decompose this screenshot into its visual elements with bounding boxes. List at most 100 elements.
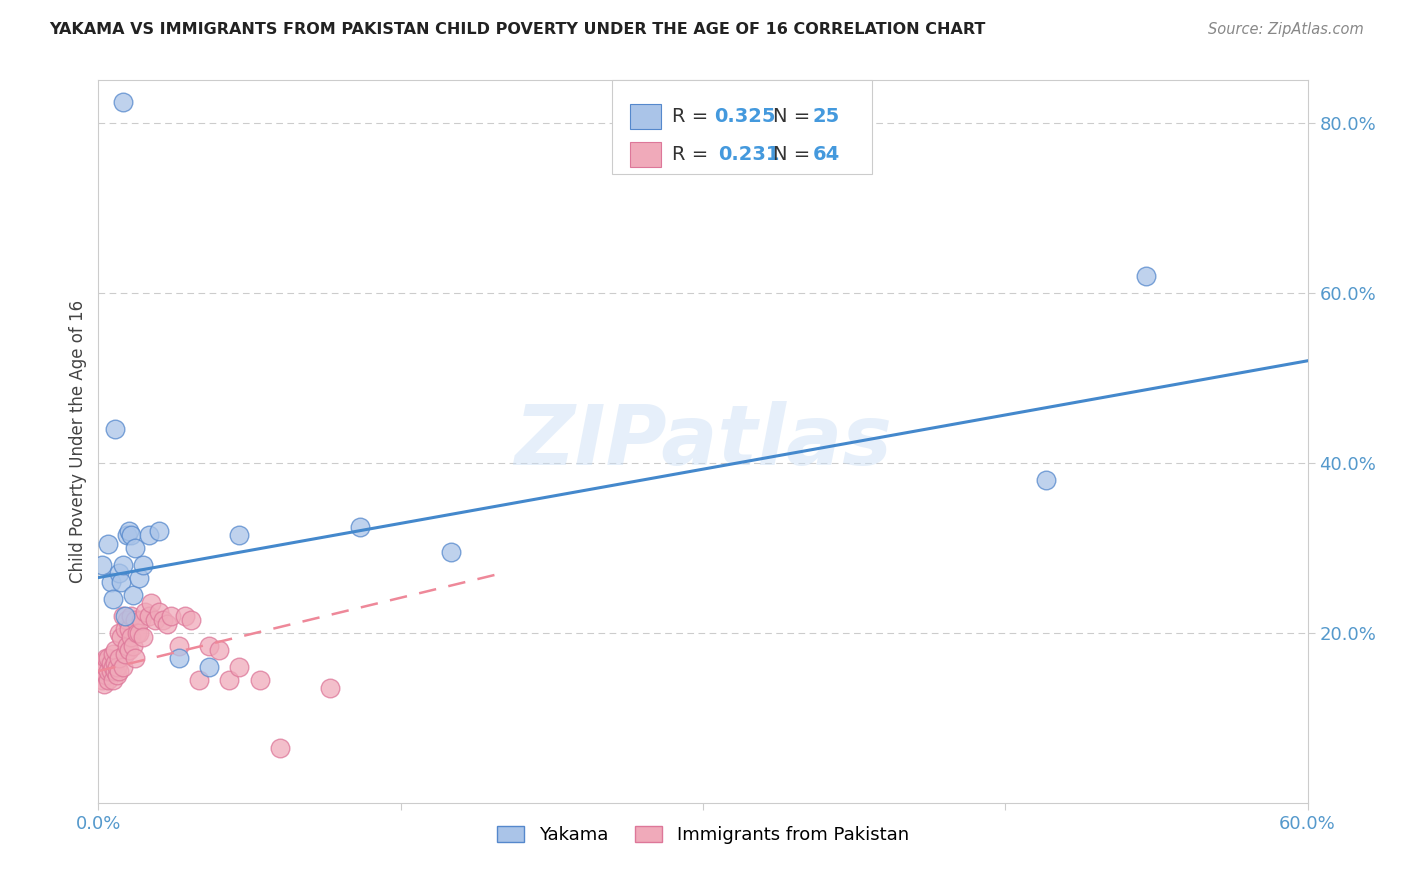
Point [132,630,155,644]
Point [121,639,143,653]
Point [107,651,129,665]
Point [96,651,118,665]
Point [101,647,124,661]
Point [105,660,128,674]
Point [218,673,240,687]
Text: 64: 64 [813,145,839,164]
Point [115,639,138,653]
Point [121,588,143,602]
Point [129,613,152,627]
Point [349,519,371,533]
Point [100,574,122,589]
Point [111,660,134,674]
Point [148,605,170,619]
Point [114,647,136,661]
Point [96,660,118,674]
Point [115,613,138,627]
Point [101,673,124,687]
Point [134,605,156,619]
Point [115,528,138,542]
Point [91,558,114,572]
Text: 25: 25 [813,107,839,127]
Text: ZIPatlas: ZIPatlas [515,401,891,482]
Point [91,664,114,678]
Point [118,642,141,657]
Point [138,608,160,623]
Point [118,622,141,636]
Point [107,566,129,581]
Point [319,681,342,695]
Point [93,677,115,691]
Point [174,608,197,623]
Point [269,740,291,755]
Point [440,545,463,559]
Point [148,524,170,538]
Point [103,664,125,678]
Point [139,596,162,610]
Point [89,664,111,678]
Point [208,642,231,657]
Point [91,673,114,687]
Point [156,617,179,632]
Point [128,570,150,584]
Point [138,528,160,542]
Point [124,613,146,627]
Point [101,591,124,606]
Text: N =: N = [773,145,817,164]
Point [1135,268,1157,283]
Point [160,608,183,623]
Point [110,574,132,589]
Point [198,660,221,674]
Text: 0.231: 0.231 [718,145,780,164]
Point [118,524,141,538]
Point [107,625,129,640]
Text: YAKAMA VS IMMIGRANTS FROM PAKISTAN CHILD POVERTY UNDER THE AGE OF 16 CORRELATION: YAKAMA VS IMMIGRANTS FROM PAKISTAN CHILD… [49,22,986,37]
Legend: Yakama, Immigrants from Pakistan: Yakama, Immigrants from Pakistan [489,819,917,852]
Point [101,660,124,674]
Point [97,664,120,678]
Point [152,613,174,627]
Point [110,630,132,644]
Point [120,528,142,542]
Point [120,630,142,644]
Point [143,613,166,627]
Point [93,656,115,670]
Point [228,660,250,674]
Point [188,673,211,687]
Point [114,622,136,636]
Text: R =: R = [672,145,721,164]
Point [100,664,122,678]
Point [128,625,150,640]
Point [120,608,142,623]
Point [103,642,125,657]
Point [1035,473,1057,487]
Point [111,95,134,109]
Point [97,536,120,550]
Point [97,673,120,687]
Text: R =: R = [672,107,714,127]
Point [111,608,134,623]
Point [89,656,111,670]
Point [96,668,118,682]
Y-axis label: Child Poverty Under the Age of 16: Child Poverty Under the Age of 16 [69,300,87,583]
Text: 0.325: 0.325 [714,107,776,127]
Point [125,625,148,640]
Point [114,608,136,623]
Point [100,656,122,670]
Point [91,656,114,670]
Point [167,639,190,653]
Point [249,673,271,687]
Point [124,541,146,555]
Point [198,639,221,653]
Point [103,656,125,670]
Point [228,528,250,542]
Point [97,651,120,665]
Point [103,422,125,436]
Text: Source: ZipAtlas.com: Source: ZipAtlas.com [1208,22,1364,37]
Point [132,558,155,572]
Point [180,613,202,627]
Text: N =: N = [773,107,817,127]
Point [167,651,190,665]
Point [107,664,129,678]
Point [105,668,128,682]
